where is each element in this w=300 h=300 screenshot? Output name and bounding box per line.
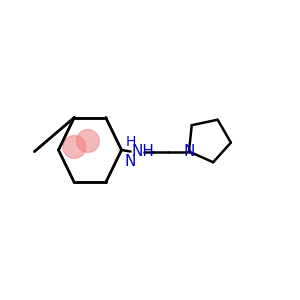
Text: NH: NH bbox=[131, 144, 154, 159]
Text: H: H bbox=[125, 134, 136, 148]
Circle shape bbox=[76, 130, 99, 152]
Circle shape bbox=[63, 136, 86, 158]
Text: N: N bbox=[183, 144, 195, 159]
Text: N: N bbox=[125, 154, 136, 169]
